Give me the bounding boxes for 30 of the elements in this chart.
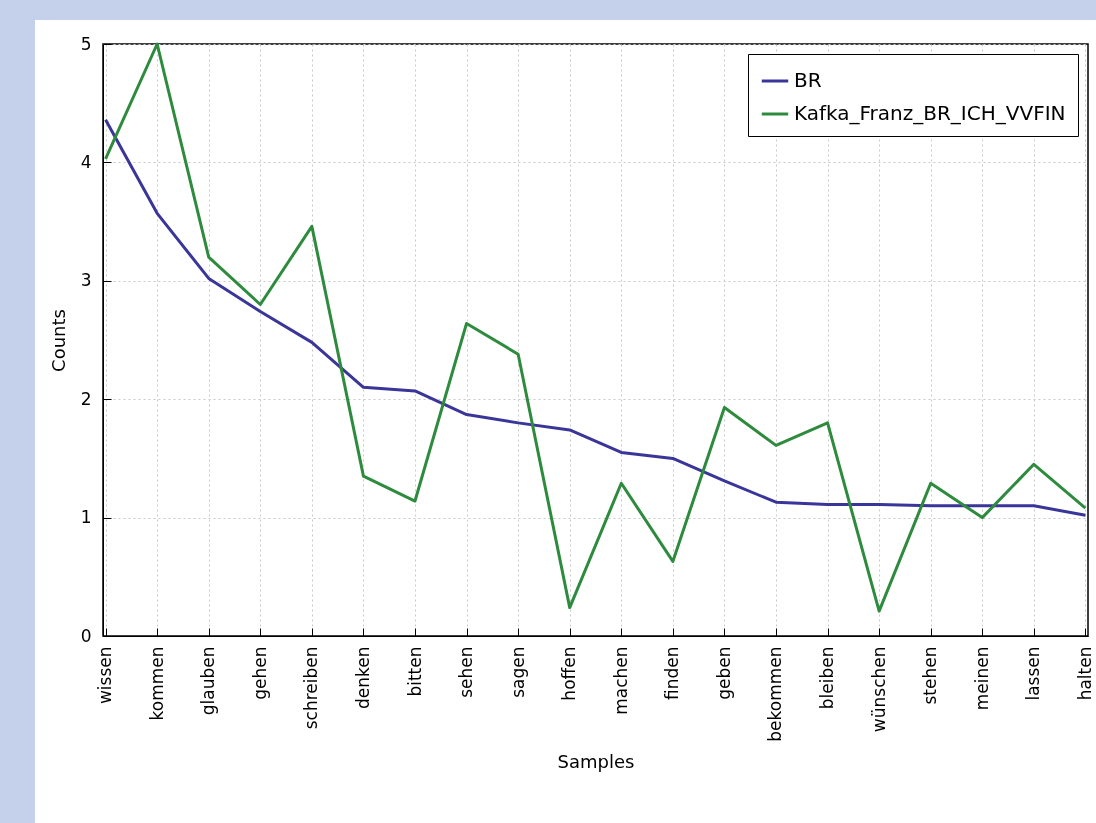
x-tick-label: schreiben <box>301 646 322 730</box>
x-tick-label: wissen <box>95 646 116 705</box>
x-tick-label: bleiben <box>817 646 838 710</box>
x-tick-label: halten <box>1074 646 1095 701</box>
x-tick-label: hoffen <box>559 646 580 701</box>
y-tick-label: 0 <box>80 625 92 646</box>
x-tick-label: wünschen <box>868 646 889 733</box>
x-tick-label: denken <box>352 646 373 709</box>
legend-label: Kafka_Franz_BR_ICH_VVFIN <box>794 101 1066 125</box>
x-tick-label: lassen <box>1023 646 1044 701</box>
y-axis-title: Counts <box>47 309 69 372</box>
y-tick-label: 3 <box>80 270 92 291</box>
x-tick-label: gehen <box>249 646 270 700</box>
x-tick-label: machen <box>610 646 631 715</box>
x-tick-label: bitten <box>404 646 425 697</box>
y-tick-label: 5 <box>80 33 92 54</box>
x-tick-label: bekommen <box>765 646 786 742</box>
x-tick-label: kommen <box>146 646 167 721</box>
y-tick-label: 2 <box>80 388 92 409</box>
y-tick-label: 1 <box>80 507 92 528</box>
legend-label: BR <box>794 68 822 92</box>
x-tick-label: geben <box>713 646 734 700</box>
x-tick-label: glauben <box>198 646 219 716</box>
y-tick-label: 4 <box>80 151 92 172</box>
x-tick-label: sehen <box>456 646 477 698</box>
x-tick-label: finden <box>662 646 683 701</box>
x-tick-label: sagen <box>507 646 528 698</box>
x-tick-label: meinen <box>971 646 992 711</box>
x-axis-title: Samples <box>557 750 635 772</box>
x-tick-label: stehen <box>920 646 941 705</box>
